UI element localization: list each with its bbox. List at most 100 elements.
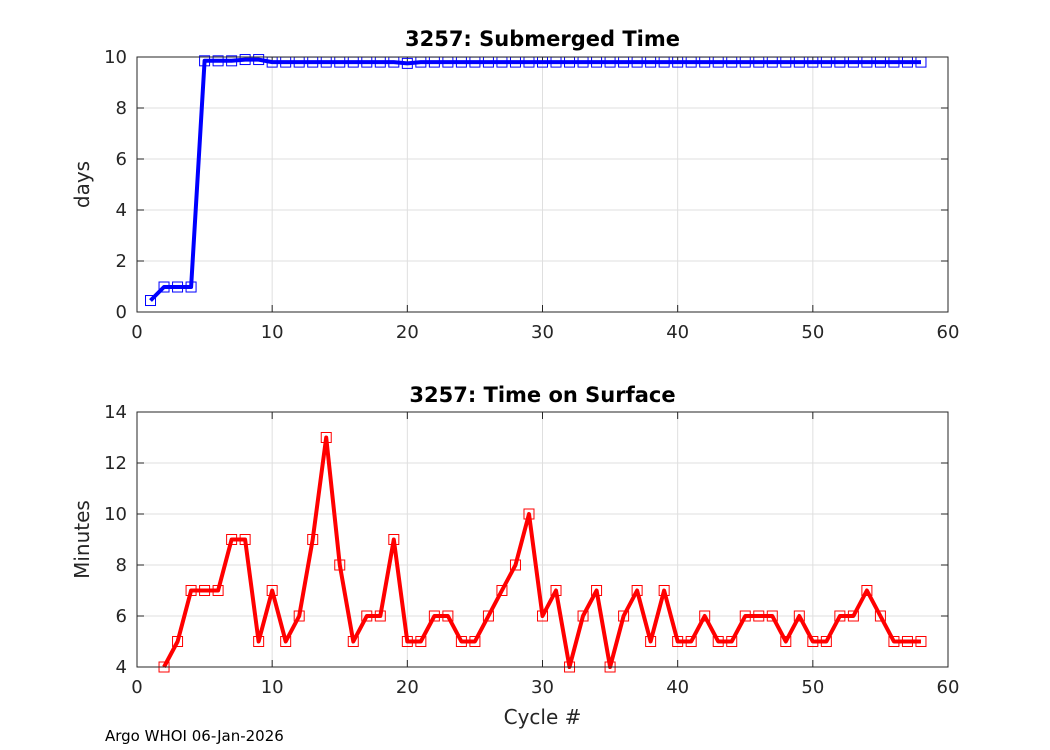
data-point (807, 636, 819, 647)
data-point (753, 610, 765, 622)
data-point (712, 636, 724, 647)
x-tick-label: 20 (396, 322, 419, 343)
data-point (496, 585, 508, 596)
data-point (388, 534, 400, 545)
data-point (455, 636, 467, 647)
plot-frame (136, 411, 949, 668)
data-point (199, 55, 211, 67)
data-point (577, 610, 589, 622)
chart-title: 3257: Submerged Time (405, 27, 680, 51)
y-tick-label: 4 (116, 200, 127, 221)
x-tick-label: 60 (937, 322, 960, 343)
x-axis-label: Cycle # (504, 705, 582, 729)
data-point (320, 432, 332, 443)
x-tick-label: 50 (801, 677, 824, 698)
data-point (253, 636, 265, 647)
y-tick-label: 6 (116, 149, 127, 170)
data-point (915, 636, 927, 647)
data-point (591, 585, 603, 596)
y-tick-label: 4 (116, 657, 127, 678)
x-tick-label: 60 (937, 677, 960, 698)
x-tick-label: 50 (801, 322, 824, 343)
x-tick-label: 0 (131, 322, 142, 343)
data-point (172, 636, 184, 647)
data-point (307, 534, 319, 545)
data-point (158, 281, 170, 293)
data-point (401, 636, 413, 647)
footer-text: Argo WHOI 06-Jan-2026 (105, 727, 284, 745)
data-point (820, 636, 832, 647)
data-point (901, 636, 913, 647)
series-line (162, 435, 921, 669)
data-point (509, 559, 521, 571)
y-tick-label: 6 (116, 606, 127, 627)
data-point (469, 636, 481, 647)
y-tick-label: 14 (104, 402, 127, 423)
data-point (834, 610, 846, 622)
data-point (239, 534, 251, 545)
chart-title: 3257: Time on Surface (409, 383, 675, 407)
x-tick-label: 10 (261, 677, 284, 698)
data-point (645, 636, 657, 647)
data-point (361, 610, 373, 622)
x-tick-label: 0 (131, 677, 142, 698)
data-point (280, 636, 292, 647)
data-point (226, 55, 238, 67)
data-point (415, 636, 427, 647)
data-point (374, 610, 386, 622)
data-point (726, 636, 738, 647)
y-tick-label: 8 (116, 555, 127, 576)
data-point (428, 610, 440, 622)
data-point (685, 636, 697, 647)
data-point (199, 585, 211, 596)
data-point (185, 281, 197, 293)
data-point (793, 610, 805, 622)
series-line (149, 57, 921, 302)
data-point (550, 585, 562, 596)
y-tick-label: 2 (116, 251, 127, 272)
data-point (537, 610, 548, 622)
data-point (780, 636, 792, 647)
x-tick-label: 20 (396, 677, 419, 698)
data-point (631, 585, 643, 596)
data-point (347, 636, 359, 647)
x-tick-label: 30 (531, 677, 554, 698)
submerged-time-plot: 0 10 20 30 40 50 60 0 2 4 6 8 10 3257: Submerged Time… (70, 27, 959, 343)
data-point (523, 508, 535, 520)
data-point (334, 559, 346, 571)
data-point (658, 585, 670, 596)
data-point (145, 295, 157, 307)
data-point (239, 54, 251, 66)
data-point (672, 636, 684, 647)
data-point (172, 281, 184, 293)
y-tick-label: 0 (116, 302, 127, 323)
data-point (861, 585, 873, 596)
data-point (442, 610, 454, 622)
data-point (253, 54, 265, 66)
data-point (226, 534, 238, 545)
data-point (888, 636, 900, 647)
x-tick-label: 40 (666, 677, 689, 698)
data-point (766, 610, 778, 622)
data-point (401, 57, 413, 69)
data-point (699, 610, 711, 622)
data-point (874, 610, 886, 622)
data-point (847, 610, 859, 622)
x-tick-label: 40 (666, 322, 689, 343)
y-axis-label: Minutes (70, 500, 94, 579)
data-point (212, 55, 224, 67)
plot-frame (136, 56, 949, 313)
y-tick-label: 8 (116, 98, 127, 119)
x-tick-label: 30 (531, 322, 554, 343)
x-tick-label: 10 (261, 322, 284, 343)
data-point (212, 585, 224, 596)
y-tick-label: 10 (104, 504, 127, 525)
data-point (185, 585, 197, 596)
y-tick-label: 12 (104, 453, 127, 474)
y-axis-label: days (70, 161, 94, 208)
surface-time-plot: 0 10 20 30 40 50 60 4 6 8 10 12 14 3257: Time on Surf… (70, 383, 959, 729)
data-point (739, 610, 751, 622)
data-point (482, 610, 494, 622)
data-point (293, 610, 305, 622)
